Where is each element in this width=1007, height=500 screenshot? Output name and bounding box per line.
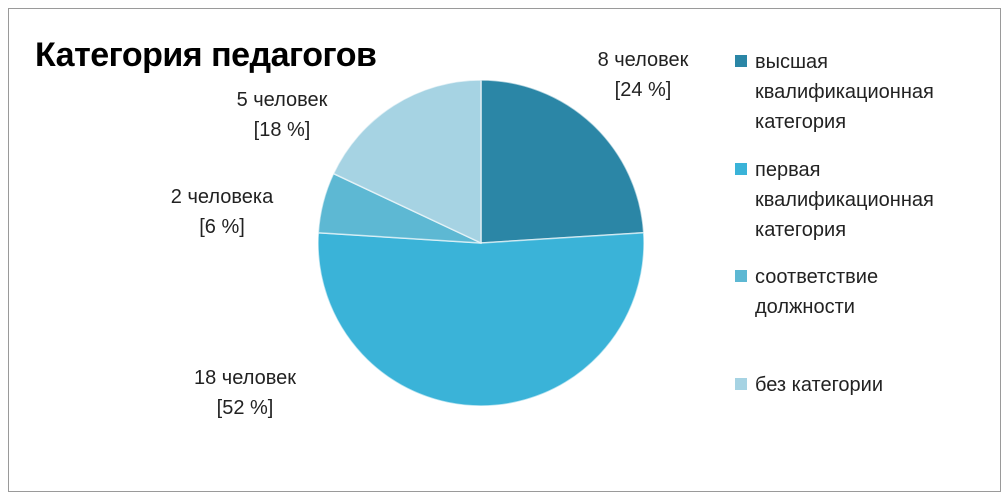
data-label: 8 человек [24 %]	[597, 49, 689, 101]
legend-item: высшая квалификационная категория	[735, 47, 975, 137]
legend-item: первая квалификационная категория	[735, 155, 975, 245]
legend-label: высшая квалификационная категория	[755, 51, 934, 133]
legend-label: первая квалификационная категория	[755, 159, 934, 241]
pie-slice	[317, 231, 645, 407]
chart-frame	[8, 8, 1001, 492]
data-label: 18 человек [52 %]	[194, 367, 296, 419]
legend-swatch	[735, 163, 747, 175]
chart-title: Категория педагогов	[35, 36, 377, 74]
pie-slice	[332, 79, 482, 245]
legend-label: без категории	[755, 374, 884, 396]
legend-item: без категории	[735, 370, 975, 400]
data-label: 5 человек [18 %]	[236, 89, 328, 141]
legend-label: соответствие должности	[755, 266, 879, 318]
legend-item: соответствие должности	[735, 262, 975, 322]
legend-swatch	[735, 55, 747, 67]
legend-swatch	[735, 378, 747, 390]
pie-slice	[480, 79, 645, 244]
legend-swatch	[735, 270, 747, 282]
data-label: 2 человека [6 %]	[170, 186, 274, 238]
